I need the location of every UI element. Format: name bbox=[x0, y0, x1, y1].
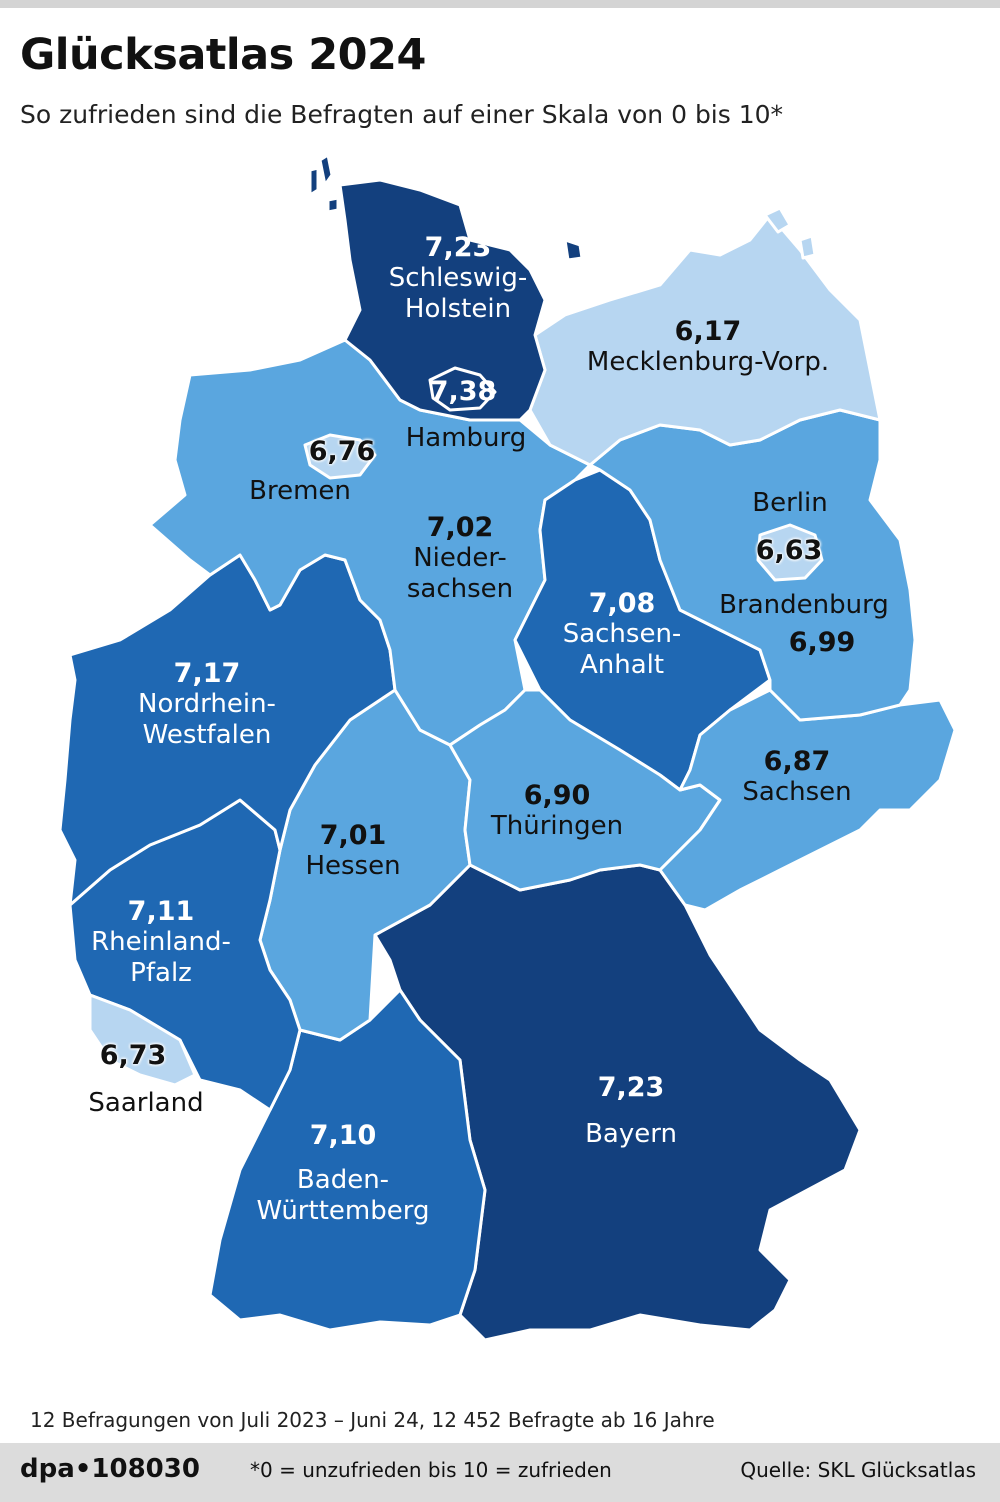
germany-map: 7,23 Schleswig- Holstein 6,17 Mecklenburg… bbox=[0, 140, 1000, 1390]
label-bayern: 7,23 Bayern bbox=[585, 1072, 677, 1150]
top-bar bbox=[0, 0, 1000, 8]
label-bremen-value: 6,76 bbox=[309, 436, 376, 467]
label-niedersachsen: 7,02 Nieder-sachsen bbox=[407, 512, 513, 605]
name-sachsen: Sachsen bbox=[742, 777, 852, 807]
value-bayern: 7,23 bbox=[597, 1072, 665, 1103]
region-saarland bbox=[88, 993, 197, 1087]
name-mecklenburg: Mecklenburg-Vorp. bbox=[586, 347, 830, 377]
label-nrw: 7,17 Nordrhein- Westfalen bbox=[138, 658, 276, 751]
label-brandenburg-name: Brandenburg bbox=[719, 590, 889, 621]
value-bremen: 6,76 bbox=[308, 436, 376, 467]
name-hessen: Hessen bbox=[305, 851, 401, 881]
name-hamburg: Hamburg bbox=[405, 423, 527, 453]
label-bremen-name: Bremen bbox=[249, 476, 351, 507]
dpa-logo: dpa•108030 bbox=[20, 1454, 200, 1484]
value-berlin: 6,63 bbox=[755, 535, 823, 566]
label-baden-wuerttemberg: 7,10 Baden- Württemberg bbox=[257, 1120, 430, 1227]
label-rheinland-pfalz: 7,11 Rheinland- Pfalz bbox=[91, 896, 231, 989]
label-berlin-value: 6,63 bbox=[756, 535, 823, 566]
source-note: Quelle: SKL Glücksatlas bbox=[740, 1458, 976, 1482]
label-berlin-name: Berlin bbox=[752, 488, 827, 519]
name-rheinland-pfalz: Rheinland- Pfalz bbox=[91, 927, 231, 988]
region-schleswig-holstein bbox=[338, 178, 547, 422]
page-subtitle: So zufrieden sind die Befragten auf eine… bbox=[20, 100, 784, 129]
label-sachsen: 6,87 Sachsen bbox=[742, 746, 851, 808]
page-title: Glücksatlas 2024 bbox=[20, 30, 426, 80]
label-thueringen: 6,90 Thüringen bbox=[491, 780, 623, 842]
scale-note: *0 = unzufrieden bis 10 = zufrieden bbox=[250, 1458, 612, 1482]
region-islands-north bbox=[308, 153, 584, 262]
survey-note: 12 Befragungen von Juli 2023 – Juni 24, … bbox=[30, 1408, 715, 1432]
name-berlin: Berlin bbox=[752, 488, 828, 518]
region-mecklenburg bbox=[528, 213, 882, 467]
value-schleswig-holstein: 7,23 bbox=[424, 232, 492, 263]
footer-bar bbox=[0, 1443, 1000, 1502]
value-hamburg: 7,38 bbox=[429, 376, 497, 407]
value-sachsen: 6,87 bbox=[763, 746, 831, 777]
value-sachsen-anhalt: 7,08 bbox=[588, 588, 656, 619]
value-rheinland-pfalz: 7,11 bbox=[127, 896, 195, 927]
region-islands-baltic bbox=[763, 206, 817, 260]
label-hessen: 7,01 Hessen bbox=[305, 820, 400, 882]
name-sachsen-anhalt: Sachsen- Anhalt bbox=[562, 619, 682, 680]
region-bremen bbox=[303, 433, 377, 480]
name-baden-wuerttemberg: Baden- Württemberg bbox=[256, 1165, 430, 1226]
name-brandenburg: Brandenburg bbox=[719, 590, 889, 620]
label-schleswig-holstein: 7,23 Schleswig- Holstein bbox=[389, 232, 527, 325]
label-hamburg-value: 7,38 bbox=[430, 376, 497, 407]
value-mecklenburg: 6,17 bbox=[674, 316, 742, 347]
value-saarland: 6,73 bbox=[99, 1040, 167, 1071]
value-brandenburg: 6,99 bbox=[788, 627, 856, 658]
name-thueringen: Thüringen bbox=[490, 811, 624, 841]
label-sachsen-anhalt: 7,08 Sachsen- Anhalt bbox=[563, 588, 682, 681]
name-schleswig-holstein: Schleswig- Holstein bbox=[388, 263, 528, 324]
label-saarland-value: 6,73 bbox=[100, 1040, 167, 1071]
name-nrw: Nordrhein- Westfalen bbox=[138, 689, 276, 750]
region-hamburg bbox=[428, 366, 497, 412]
value-baden-wuerttemberg: 7,10 bbox=[309, 1120, 377, 1151]
map-svg bbox=[58, 153, 957, 1342]
value-niedersachsen: 7,02 bbox=[426, 512, 494, 543]
value-thueringen: 6,90 bbox=[523, 780, 591, 811]
name-niedersachsen: Nieder-sachsen bbox=[406, 543, 514, 604]
name-bremen: Bremen bbox=[249, 476, 351, 506]
value-nrw: 7,17 bbox=[173, 658, 241, 689]
region-baden-wuerttemberg bbox=[208, 988, 487, 1332]
name-saarland: Saarland bbox=[88, 1088, 204, 1118]
label-brandenburg-value: 6,99 bbox=[789, 627, 856, 658]
region-berlin bbox=[756, 523, 824, 582]
label-mecklenburg: 6,17 Mecklenburg-Vorp. bbox=[587, 316, 829, 378]
label-hamburg-name: Hamburg bbox=[406, 423, 527, 454]
value-hessen: 7,01 bbox=[319, 820, 387, 851]
label-saarland-name: Saarland bbox=[88, 1088, 203, 1119]
name-bayern: Bayern bbox=[585, 1119, 677, 1149]
